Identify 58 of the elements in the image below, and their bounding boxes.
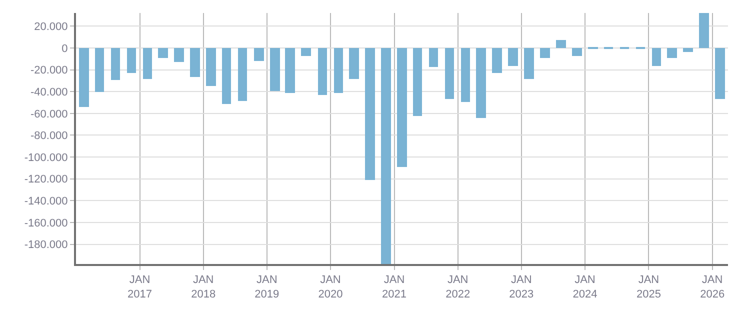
- bar: [285, 48, 295, 93]
- bar: [158, 48, 168, 58]
- bar: [699, 13, 709, 48]
- y-tick-label: -120.000: [24, 174, 68, 186]
- bar: [524, 48, 534, 79]
- x-tick-label: JAN 2019: [254, 274, 280, 300]
- x-tick-label: JAN 2022: [446, 274, 470, 300]
- y-tick-label: -140.000: [24, 196, 68, 208]
- bar: [127, 48, 136, 73]
- bar: [270, 48, 280, 91]
- x-tick-label: JAN 2017: [128, 274, 152, 300]
- bar: [652, 48, 661, 66]
- bar: [540, 48, 550, 58]
- bar: [572, 48, 582, 56]
- y-tick-label: -80.000: [30, 130, 68, 142]
- bar: [461, 48, 470, 102]
- bar: [318, 48, 327, 95]
- bar: [381, 48, 391, 264]
- bar: [683, 48, 693, 52]
- bar: [445, 48, 454, 99]
- bar: [238, 48, 247, 101]
- x-tick-label: JAN 2020: [318, 274, 343, 300]
- y-tick-label: -20.000: [30, 64, 68, 77]
- bar: [174, 48, 184, 62]
- bar: [111, 48, 120, 80]
- bar: [508, 48, 518, 66]
- bar: [95, 48, 104, 92]
- bar: [349, 48, 359, 79]
- bar: [334, 48, 343, 93]
- x-tick-label: JAN 2026: [700, 274, 725, 300]
- bar: [413, 48, 422, 116]
- bar: [143, 48, 152, 79]
- bar: [79, 48, 89, 107]
- y-tick-label: 20.000: [34, 20, 68, 33]
- bar: [476, 48, 486, 118]
- x-tick-label: JAN 2024: [572, 274, 598, 300]
- bar: [397, 48, 407, 167]
- y-tick-label: -180.000: [24, 239, 68, 252]
- x-tick-label: JAN 2023: [509, 274, 534, 300]
- bar: [222, 48, 231, 104]
- bar: [492, 48, 502, 73]
- y-tick-label: -160.000: [24, 217, 68, 230]
- bar: [429, 48, 438, 67]
- x-tick-label: JAN 2018: [191, 274, 216, 300]
- bar: [254, 48, 264, 61]
- bar: [667, 48, 677, 58]
- bar: [365, 48, 375, 180]
- x-tick-label: JAN 2021: [382, 274, 406, 300]
- y-tick-label: 0: [62, 42, 68, 55]
- y-tick-label: -60.000: [30, 108, 68, 120]
- bar: [301, 48, 311, 56]
- bar: [715, 48, 725, 99]
- bar: [190, 48, 200, 77]
- x-tick-label: JAN 2025: [636, 274, 661, 300]
- y-tick-label: -40.000: [30, 86, 68, 98]
- y-tick-label: -100.000: [24, 152, 68, 164]
- bar: [556, 40, 566, 48]
- bar: [206, 48, 216, 86]
